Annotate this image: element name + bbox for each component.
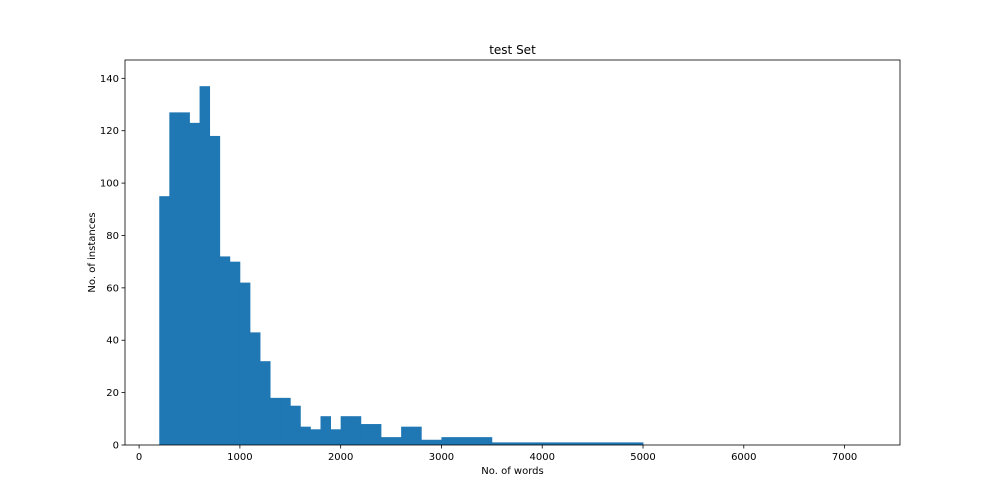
y-tick-label-5: 100 (100, 179, 119, 190)
histogram-bar-29 (491, 442, 644, 445)
histogram-bar-15 (310, 429, 321, 445)
y-tick-label-1: 20 (106, 388, 119, 399)
histogram-bar-12 (280, 397, 291, 445)
histogram-bar-28 (441, 437, 493, 445)
y-tick-label-7: 140 (100, 74, 119, 85)
histogram-bar-20 (360, 424, 372, 445)
histogram-bar-13 (290, 405, 301, 445)
histogram-bar-26 (421, 439, 432, 445)
histogram-bar-22 (380, 437, 392, 445)
histogram-bar-2 (179, 112, 190, 445)
histogram-bar-6 (219, 256, 231, 445)
histogram-bar-9 (249, 332, 261, 445)
x-tick-label-1: 1000 (227, 452, 252, 463)
y-tick-label-3: 60 (106, 283, 119, 294)
plot-frame (124, 59, 901, 446)
histogram-bar-17 (330, 429, 342, 445)
x-tick-label-0: 0 (136, 452, 142, 463)
histogram-bar-25 (411, 426, 422, 445)
histogram-bar-10 (260, 361, 271, 445)
x-tick-label-2: 2000 (328, 452, 353, 463)
x-tick-label-3: 3000 (429, 452, 454, 463)
histogram-bar-19 (350, 416, 362, 445)
histogram-bar-8 (239, 282, 251, 445)
y-tick-label-0: 0 (113, 441, 119, 452)
y-tick-label-4: 80 (106, 231, 119, 242)
y-tick-label-6: 120 (100, 126, 119, 137)
x-axis-title: No. of words (481, 466, 543, 477)
bars-layer (159, 86, 644, 445)
histogram-bar-0 (159, 196, 170, 445)
histogram-bar-27 (431, 439, 442, 445)
histogram-bar-1 (169, 112, 180, 445)
histogram-bar-24 (401, 426, 412, 445)
histogram-bar-3 (189, 122, 200, 445)
histogram-bar-4 (199, 86, 211, 445)
y-axis-title: No. of instances (87, 212, 98, 292)
x-tick-label-5: 5000 (630, 452, 655, 463)
x-tick-label-4: 4000 (530, 452, 555, 463)
chart-title: test Set (489, 43, 536, 57)
histogram-bar-21 (370, 424, 382, 445)
histogram-bar-18 (340, 416, 352, 445)
x-tick-label-6: 6000 (731, 452, 756, 463)
histogram-bar-16 (320, 416, 331, 445)
y-axis: 0 20 40 60 80 100 120 140 (100, 74, 125, 452)
x-tick-label-7: 7000 (832, 452, 857, 463)
histogram-bar-14 (300, 426, 311, 445)
histogram-bar-11 (270, 397, 281, 445)
x-axis: 0 1000 2000 3000 4000 5000 6000 7000 (136, 445, 857, 463)
histogram-bar-5 (209, 135, 221, 445)
y-tick-label-2: 40 (106, 336, 119, 347)
histogram-bar-7 (229, 261, 241, 445)
histogram-bar-23 (391, 437, 402, 445)
